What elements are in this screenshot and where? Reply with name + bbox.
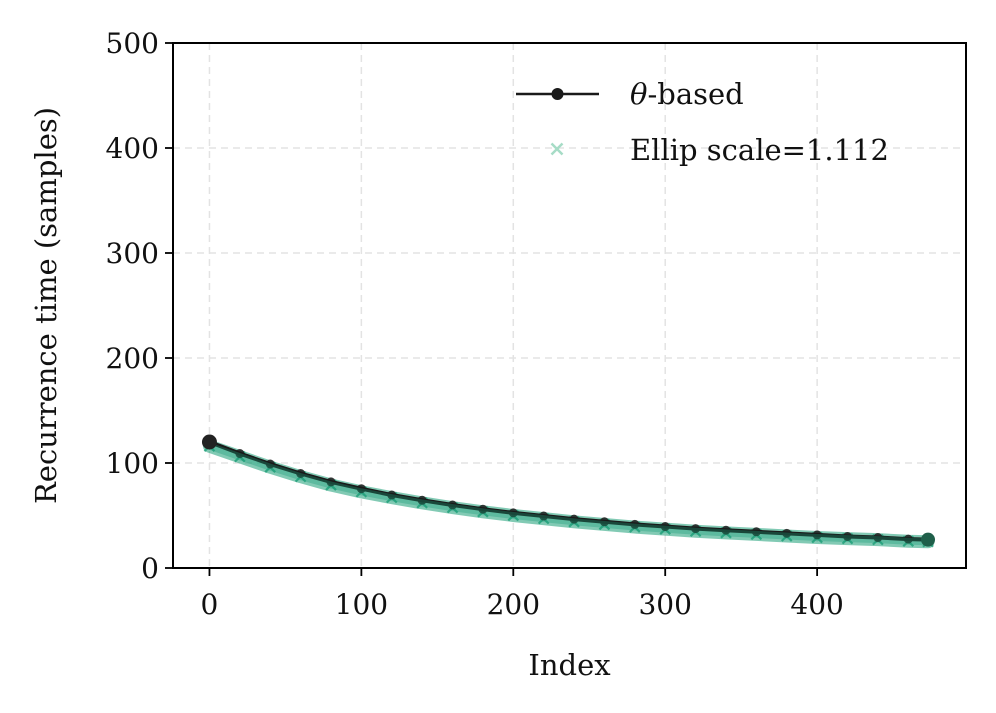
- theta-based-point: [660, 522, 670, 532]
- theta-based-point: [812, 530, 822, 540]
- theta-based-point: [873, 533, 883, 543]
- y-tick-label: 100: [106, 447, 159, 480]
- theta-based-point: [508, 508, 518, 518]
- theta-based-point: [539, 511, 549, 521]
- theta-based-point: [599, 517, 609, 527]
- theta-based-point: [782, 528, 792, 538]
- x-axis-title: Index: [528, 648, 610, 682]
- theta-based-point: [903, 534, 913, 544]
- x-tick-label: 100: [335, 588, 388, 621]
- axes: 0 100 200 300 400 0 100 200 300 400 500: [106, 27, 844, 621]
- y-tick-label: 200: [106, 342, 159, 375]
- legend-theta-symbol: θ: [630, 77, 647, 111]
- x-tick-label: 200: [487, 588, 540, 621]
- y-tick-label: 300: [106, 237, 159, 270]
- theta-start-point: [201, 434, 217, 450]
- legend-ellip-marker: [550, 142, 564, 156]
- theta-based-point: [356, 484, 366, 494]
- legend-theta-suffix: -based: [647, 77, 743, 111]
- theta-based-point: [417, 495, 427, 505]
- grid: [173, 42, 966, 569]
- x-tick-label: 300: [638, 588, 691, 621]
- theta-end-point: [921, 532, 936, 547]
- legend-label-theta-based: θ-based: [630, 77, 744, 111]
- legend-label-ellip-scale: Ellip scale=1.112: [630, 133, 889, 167]
- theta-based-point: [478, 504, 488, 514]
- theta-based-point: [265, 459, 275, 469]
- plot-frame: [172, 42, 967, 569]
- theta-based-point: [296, 469, 306, 478]
- theta-based-point: [721, 525, 731, 535]
- y-tick-label: 0: [141, 552, 159, 585]
- y-tick-label: 500: [106, 27, 159, 60]
- legend: θ-based Ellip scale=1.112: [516, 77, 889, 167]
- ellip-scale-overlay: [205, 442, 932, 546]
- y-axis-title: Recurrence time (samples): [29, 107, 63, 504]
- x-tick-label: 400: [790, 588, 843, 621]
- theta-based-point: [630, 519, 640, 529]
- theta-based-point: [843, 532, 853, 541]
- y-tick-label: 400: [106, 132, 159, 165]
- theta-based-point: [235, 449, 245, 459]
- legend-theta-marker: [551, 88, 564, 100]
- theta-based-point: [387, 490, 397, 500]
- theta-based-point: [751, 527, 761, 537]
- series-layer: [201, 434, 936, 549]
- x-tick-label: 0: [201, 588, 219, 621]
- theta-based-point: [691, 524, 701, 534]
- theta-based-point: [326, 477, 336, 487]
- theta-based-point: [448, 500, 458, 510]
- theta-based-point: [569, 514, 579, 524]
